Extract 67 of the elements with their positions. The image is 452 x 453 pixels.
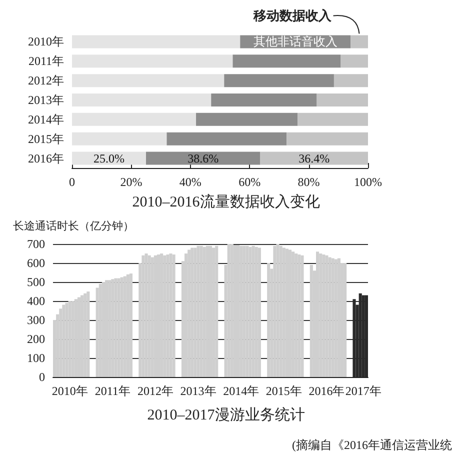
x-tick-label: 20%	[120, 175, 142, 189]
y-tick-label: 700	[27, 237, 45, 251]
bar	[72, 112, 196, 126]
y-tick-label: 2012年	[28, 74, 64, 88]
x-tick-label: 100%	[354, 175, 382, 189]
bar	[72, 94, 212, 106]
y-tick-label: 400	[27, 294, 45, 308]
x-tick-label: 80%	[298, 175, 320, 189]
x-tick-label: 2012年	[137, 384, 174, 398]
y-tick-label: 500	[27, 275, 45, 289]
y-tick-label: 2014年	[28, 112, 64, 126]
x-tick-label: 2011年	[94, 384, 130, 398]
y-tick-label: 2015年	[28, 132, 64, 146]
y-axis-title: 长途通话时长（亿分钟）	[13, 220, 134, 232]
bar	[298, 112, 368, 126]
text: 2010–2016流量数据收入变化	[132, 194, 320, 210]
x-tick-label: 0	[69, 175, 75, 189]
text: (摘编自《2016年通信运营业统	[292, 438, 452, 452]
bar	[196, 112, 298, 126]
x-tick-label: 2010年	[52, 384, 88, 398]
bar	[172, 254, 176, 377]
bar	[146, 152, 260, 165]
bar	[267, 263, 270, 377]
x-tick-label: 2017年	[345, 384, 382, 398]
x-tick-label: 2014年	[223, 384, 260, 398]
y-tick-label: 300	[27, 313, 45, 327]
bar	[96, 288, 99, 377]
bar	[310, 264, 313, 377]
bar	[340, 54, 368, 68]
bar	[350, 35, 368, 48]
y-tick-label: 600	[27, 256, 45, 270]
bar	[334, 74, 368, 88]
x-tick-label: 60%	[238, 175, 261, 189]
y-tick-label: 200	[27, 332, 45, 346]
data-label: 38.6%	[188, 151, 219, 166]
bar	[72, 74, 224, 88]
y-tick-label: 100	[27, 351, 45, 365]
bar	[72, 132, 167, 146]
series-label: 其他非话音收入	[253, 34, 338, 49]
bar	[72, 54, 233, 68]
bar	[286, 132, 368, 146]
bar	[72, 35, 240, 48]
x-tick-label: 2015年	[266, 384, 302, 398]
x-tick-label: 2016年	[308, 384, 345, 398]
bar	[224, 74, 334, 88]
x-tick-label: 40%	[179, 175, 202, 189]
bar	[300, 255, 304, 377]
bar	[215, 246, 218, 377]
y-tick-label: 0	[39, 370, 45, 384]
bar	[166, 132, 287, 146]
bar	[316, 94, 368, 106]
bar	[86, 292, 90, 377]
series-label: 移动数据收入	[252, 8, 332, 24]
bar	[260, 152, 368, 165]
y-tick-label: 2011年	[28, 54, 64, 68]
y-tick-label: 2016年	[28, 151, 64, 166]
y-tick-label: 2013年	[28, 93, 64, 107]
text: 2010–2017漫游业务统计	[147, 406, 305, 424]
bar	[258, 248, 261, 377]
bar	[129, 273, 133, 377]
data-label: 25.0%	[94, 151, 124, 166]
data-label: 36.4%	[298, 151, 330, 166]
x-tick-label: 2013年	[180, 384, 216, 398]
y-tick-label: 2010年	[28, 34, 64, 49]
bar	[344, 263, 347, 377]
bar	[232, 54, 341, 68]
bar	[211, 94, 317, 106]
